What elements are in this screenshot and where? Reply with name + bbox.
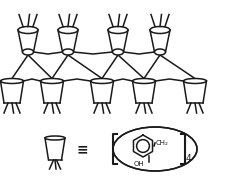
Ellipse shape — [45, 136, 65, 140]
Text: CH₂: CH₂ — [156, 140, 169, 146]
Ellipse shape — [22, 49, 34, 55]
Ellipse shape — [113, 49, 123, 55]
Ellipse shape — [150, 26, 170, 33]
Ellipse shape — [63, 49, 73, 55]
Ellipse shape — [108, 26, 128, 33]
Polygon shape — [41, 81, 63, 103]
Polygon shape — [0, 81, 24, 103]
Ellipse shape — [0, 78, 24, 84]
Ellipse shape — [184, 78, 206, 84]
Polygon shape — [45, 138, 65, 160]
Ellipse shape — [113, 127, 197, 171]
Polygon shape — [184, 81, 206, 103]
Polygon shape — [90, 81, 114, 103]
Ellipse shape — [18, 26, 38, 33]
Ellipse shape — [58, 26, 78, 33]
Ellipse shape — [41, 78, 63, 84]
Text: 4: 4 — [186, 154, 192, 163]
Polygon shape — [132, 81, 156, 103]
Ellipse shape — [155, 49, 165, 55]
Text: OH: OH — [134, 161, 145, 167]
Ellipse shape — [132, 78, 156, 84]
Text: ≡: ≡ — [76, 142, 88, 156]
Ellipse shape — [90, 78, 114, 84]
